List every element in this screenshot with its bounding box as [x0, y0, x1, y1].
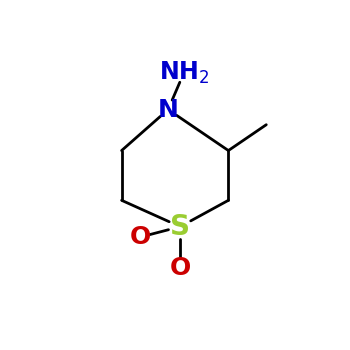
Text: O: O — [169, 256, 191, 280]
Text: O: O — [130, 225, 151, 249]
Text: NH$_2$: NH$_2$ — [159, 60, 209, 86]
Text: S: S — [170, 213, 190, 241]
Text: N: N — [158, 98, 178, 121]
